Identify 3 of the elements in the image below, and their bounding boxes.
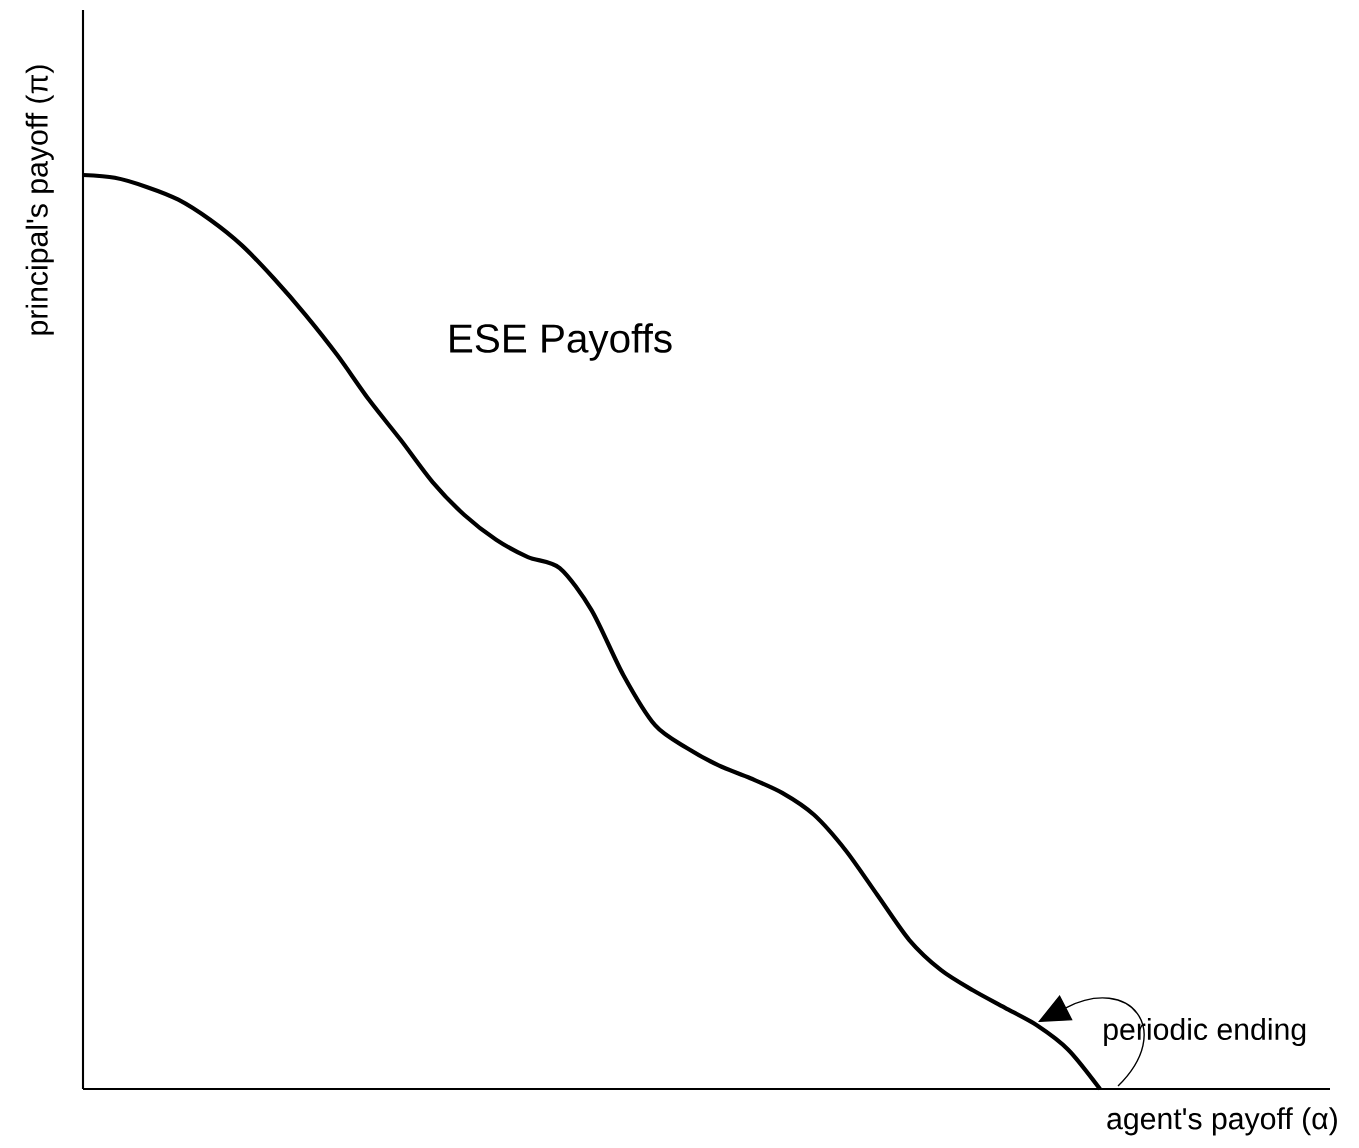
y-axis-title: principal's payoff (π) (25, 65, 54, 335)
x-axis-title: agent's payoff (α) (1107, 1107, 1337, 1136)
annotation: ESE Payoffs (450, 323, 672, 361)
